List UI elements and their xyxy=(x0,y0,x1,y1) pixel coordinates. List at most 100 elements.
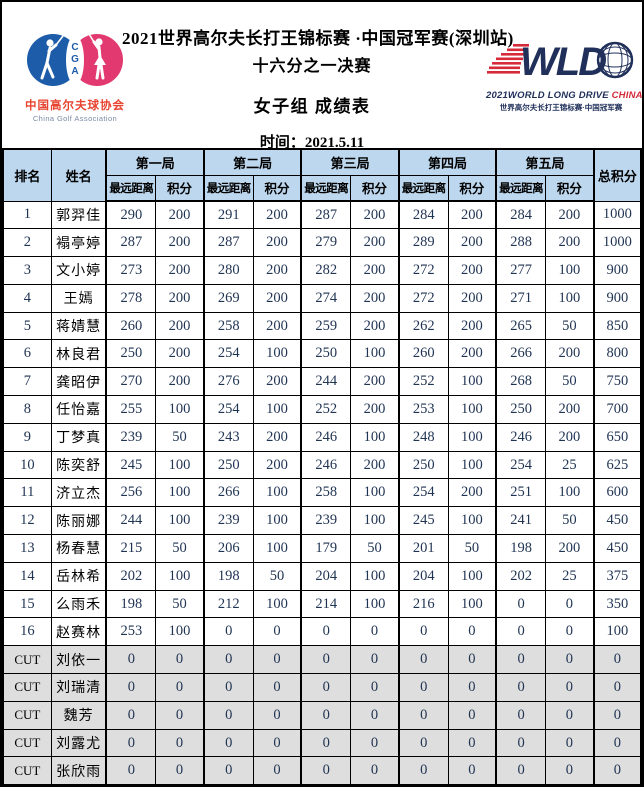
score-cell: 50 xyxy=(155,422,205,452)
globe-icon xyxy=(596,41,634,79)
col-header-name: 姓名 xyxy=(50,148,107,202)
total-cell: 100 xyxy=(592,617,642,647)
score-cell: 50 xyxy=(447,534,497,563)
score-cell: 256 xyxy=(105,478,157,508)
score-cell: 0 xyxy=(300,617,352,647)
total-cell: 0 xyxy=(592,728,642,758)
score-cell: 246 xyxy=(495,422,547,452)
score-cell: 0 xyxy=(544,617,595,647)
score-cell: 287 xyxy=(300,200,352,230)
score-cell: 200 xyxy=(350,283,400,313)
score-cell: 200 xyxy=(447,339,497,369)
stage-subtitle: 十六分之一决赛 xyxy=(252,58,372,75)
result-row: 16 赵赛林 253 100 0 0 0 0 0 0 0 0 100 xyxy=(2,617,642,647)
score-cell: 50 xyxy=(252,561,302,591)
score-cell: 282 xyxy=(300,256,352,285)
rank-cell: 2 xyxy=(2,228,52,258)
score-cell: 252 xyxy=(397,367,449,397)
results-head: 排名 姓名 第一局 第二局 第三局 第四局 第五局 总积分 最远距离 积分 最远… xyxy=(2,148,642,202)
rank-cell: 7 xyxy=(2,367,52,397)
round-header-1: 第一局 xyxy=(105,148,205,176)
score-cell: 200 xyxy=(252,422,302,452)
score-cell: 100 xyxy=(155,395,205,424)
score-cell: 291 xyxy=(202,200,254,230)
score-cell: 100 xyxy=(350,478,400,508)
total-cell: 625 xyxy=(592,450,642,480)
name-cell: 丁梦真 xyxy=(50,422,107,452)
score-cell: 50 xyxy=(155,534,205,563)
name-cell: 任怡嘉 xyxy=(50,395,107,424)
score-cell: 50 xyxy=(544,506,595,536)
report-header: C G A 中国高尔夫球协会 China Golf Association 20… xyxy=(2,2,643,151)
sub-header-points: 积分 xyxy=(155,174,205,202)
score-cell: 0 xyxy=(447,728,497,758)
score-cell: 200 xyxy=(252,200,302,230)
score-cell: 0 xyxy=(397,728,449,758)
score-cell: 250 xyxy=(300,339,352,369)
score-cell: 200 xyxy=(155,367,205,397)
score-cell: 254 xyxy=(495,450,547,480)
score-cell: 0 xyxy=(350,700,400,730)
score-cell: 239 xyxy=(300,506,352,536)
total-cell: 900 xyxy=(592,283,642,313)
rank-cell: 14 xyxy=(2,561,52,591)
score-cell: 100 xyxy=(447,367,497,397)
score-cell: 0 xyxy=(105,756,157,785)
score-cell: 212 xyxy=(202,589,254,619)
score-cell: 0 xyxy=(544,589,595,619)
score-cell: 274 xyxy=(300,283,352,313)
score-cell: 215 xyxy=(105,534,157,563)
result-row: 11 济立杰 256 100 266 100 258 100 254 200 251 100 600 xyxy=(2,478,642,508)
score-cell: 0 xyxy=(447,645,497,675)
score-cell: 200 xyxy=(447,311,497,341)
score-cell: 200 xyxy=(155,339,205,369)
score-cell: 265 xyxy=(495,311,547,341)
score-cell: 253 xyxy=(397,395,449,424)
score-cell: 0 xyxy=(544,673,595,702)
score-cell: 0 xyxy=(447,673,497,702)
score-cell: 0 xyxy=(155,673,205,702)
rank-cell: 15 xyxy=(2,589,52,619)
score-cell: 284 xyxy=(397,200,449,230)
score-cell: 0 xyxy=(350,673,400,702)
score-cell: 179 xyxy=(300,534,352,563)
rank-cell: 5 xyxy=(2,311,52,341)
score-cell: 202 xyxy=(495,561,547,591)
result-row-cut: CUT 刘瑞清 0 0 0 0 0 0 0 0 0 0 0 xyxy=(2,673,642,702)
score-cell: 262 xyxy=(397,311,449,341)
score-cell: 0 xyxy=(495,673,547,702)
wld-tagline-china: CHINA xyxy=(611,90,643,101)
score-cell: 0 xyxy=(397,617,449,647)
score-cell: 0 xyxy=(300,728,352,758)
score-cell: 200 xyxy=(350,200,400,230)
score-cell: 239 xyxy=(105,422,157,452)
score-cell: 200 xyxy=(544,200,595,230)
total-cell: 0 xyxy=(592,700,642,730)
rank-cell: CUT xyxy=(2,673,52,702)
total-cell: 750 xyxy=(592,367,642,397)
score-cell: 100 xyxy=(350,561,400,591)
score-cell: 216 xyxy=(397,589,449,619)
score-cell: 0 xyxy=(544,728,595,758)
total-cell: 1000 xyxy=(592,228,642,258)
score-cell: 50 xyxy=(544,311,595,341)
total-cell: 350 xyxy=(592,589,642,619)
name-cell: 张欣雨 xyxy=(50,756,107,785)
score-cell: 0 xyxy=(105,728,157,758)
score-cell: 278 xyxy=(105,283,157,313)
score-cell: 200 xyxy=(252,311,302,341)
score-cell: 252 xyxy=(300,395,352,424)
score-cell: 244 xyxy=(300,367,352,397)
score-cell: 0 xyxy=(202,645,254,675)
rank-cell: CUT xyxy=(2,756,52,785)
score-cell: 0 xyxy=(300,645,352,675)
results-table: 排名 姓名 第一局 第二局 第三局 第四局 第五局 总积分 最远距离 积分 最远… xyxy=(2,148,642,785)
score-cell: 0 xyxy=(252,673,302,702)
score-cell: 100 xyxy=(447,450,497,480)
result-row: 6 林良君 250 200 254 100 250 100 260 200 266 200 800 xyxy=(2,339,642,369)
result-row: 15 么雨禾 198 50 212 100 214 100 216 100 0 0 350 xyxy=(2,589,642,619)
total-cell: 850 xyxy=(592,311,642,341)
score-cell: 100 xyxy=(155,506,205,536)
score-cell: 0 xyxy=(495,700,547,730)
score-cell: 0 xyxy=(202,673,254,702)
